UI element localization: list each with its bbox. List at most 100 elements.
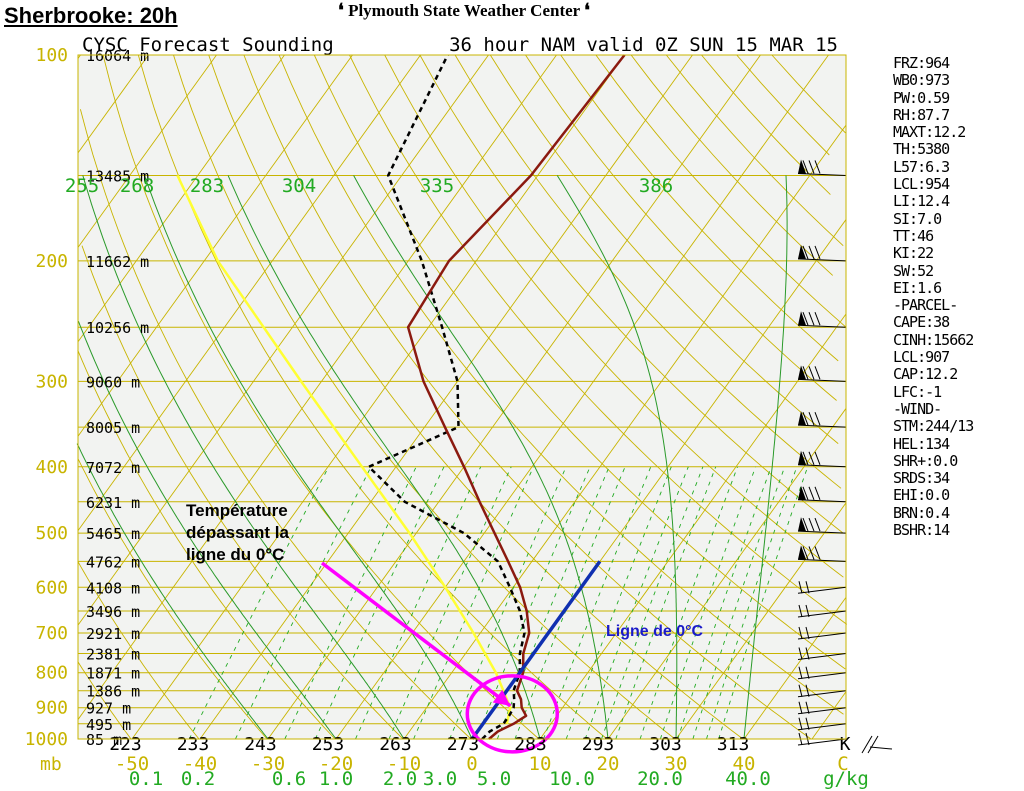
height-label: 2381 m	[86, 646, 140, 664]
dry-adiabat	[79, 109, 472, 740]
wind-barb-feather	[805, 626, 810, 640]
dry-adiabat	[595, 54, 847, 328]
moist-adiabat	[82, 175, 405, 740]
wind-barb-feather	[802, 486, 809, 500]
mixing-ratio-line	[314, 466, 445, 740]
theta-tick-label: 303	[649, 734, 682, 755]
pressure-tick-label: 800	[35, 663, 68, 684]
height-label: 7072 m	[86, 459, 140, 477]
wind-barb-flag	[798, 545, 806, 560]
dry-adiabat	[137, 54, 608, 740]
wind-barb-feather	[808, 245, 815, 260]
theta-e-label: 255	[65, 175, 99, 197]
surface-wind-barb	[869, 746, 893, 750]
wind-barb-feather	[814, 411, 821, 426]
theta-tick-label: 243	[244, 734, 277, 755]
index-value: PW:0.59	[893, 88, 950, 107]
isotherm-line	[131, 54, 625, 740]
dry-adiabat	[771, 54, 846, 134]
mixing-ratio-line	[584, 466, 689, 740]
height-label: 3496 m	[86, 603, 140, 621]
height-label: 10256 m	[86, 319, 149, 337]
surface-wind-feather	[861, 735, 873, 754]
index-value: SW:52	[893, 261, 934, 280]
wind-barb	[797, 378, 847, 382]
dry-adiabat	[77, 661, 132, 740]
theta-e-label: 335	[420, 175, 454, 197]
theta-tick-label: 293	[582, 734, 615, 755]
wind-barb	[797, 653, 847, 661]
isotherm-line	[77, 54, 149, 154]
index-value: SHR+:0.0	[893, 451, 958, 470]
chart-title: CYSC Forecast Sounding	[82, 34, 334, 56]
index-value: SRDS:34	[893, 469, 950, 488]
pressure-tick-label: 900	[35, 698, 68, 719]
temp-annotation-line: ligne du 0°C	[186, 545, 285, 564]
plot-border	[77, 54, 847, 740]
center-title: ❛ Plymouth State Weather Center ❛	[338, 0, 590, 21]
isotherm-line	[77, 54, 557, 720]
temperature-tick-label: -10	[387, 753, 421, 775]
wind-barb	[797, 464, 847, 468]
temperature-tick-label: 0	[466, 753, 477, 775]
wind-barb	[797, 530, 847, 534]
mixing-ratio-label: 2.0	[383, 768, 417, 790]
mixing-ratio-line	[718, 466, 809, 740]
wind-barb	[797, 172, 847, 176]
wind-barb-feather	[808, 546, 815, 560]
zero-isotherm-line	[470, 560, 602, 741]
wind-barb-feather	[798, 647, 803, 660]
dewpoint-trace	[367, 54, 526, 740]
pressure-tick-label: 400	[35, 457, 68, 478]
height-label: 2921 m	[86, 625, 140, 643]
height-label: 85 m	[86, 731, 122, 749]
dry-adiabat	[419, 54, 844, 534]
moist-adiabat	[743, 175, 788, 740]
mixing-ratio-line	[284, 466, 417, 740]
isotherm-line	[743, 597, 847, 740]
wind-barb-flag	[798, 485, 806, 500]
wind-barb	[797, 258, 847, 262]
dry-adiabat	[525, 54, 837, 401]
isotherm-line	[267, 54, 761, 740]
temp-annotation-line: Température	[186, 501, 288, 520]
height-label: 6231 m	[86, 494, 140, 512]
theta-tick-label: 233	[177, 734, 210, 755]
moist-adiabat	[556, 175, 678, 739]
index-value: EI:1.6	[893, 278, 942, 297]
pressure-tick-label: 700	[35, 623, 68, 644]
zero-line	[470, 560, 602, 741]
temperature-tick-label: 10	[529, 753, 552, 775]
dry-adiabat	[173, 54, 676, 740]
wind-barb	[797, 610, 847, 618]
height-label: 16064 m	[86, 47, 149, 65]
theta-e-label: 268	[120, 175, 154, 197]
wind-barb-flag	[798, 159, 806, 174]
wind-barb-feather	[798, 626, 803, 640]
index-value: RH:87.7	[893, 105, 950, 124]
dry-adiabat	[736, 54, 830, 156]
zero-line-annotation: Ligne de 0°C	[606, 623, 704, 640]
pressure-tick-label: 1000	[25, 729, 68, 750]
flag-right-icon: ❛	[584, 0, 590, 20]
wind-barb-feather	[808, 411, 815, 426]
isotherm-line	[675, 502, 847, 740]
index-value: SI:7.0	[893, 209, 942, 228]
index-value: BSHR:14	[893, 521, 950, 540]
isotherm-line	[77, 54, 489, 626]
mixing-ratio-label: 10.0	[549, 768, 595, 790]
wind-barb-feather	[802, 312, 809, 326]
wind-barb-feather	[814, 366, 821, 380]
temperature-tick-label: 40	[733, 753, 756, 775]
temperature-trace	[406, 54, 626, 740]
wind-barb-feather	[802, 451, 809, 465]
height-label: 8005 m	[86, 419, 140, 437]
temperature-annotation: Température dépassant la ligne du 0°C	[186, 500, 289, 566]
wind-barb	[797, 424, 847, 428]
wind-barb-feather	[802, 546, 809, 560]
wind-barb	[797, 586, 847, 594]
moist-adiabat	[353, 175, 609, 740]
parcel-path	[176, 174, 512, 725]
surface-wind-feather	[867, 735, 879, 754]
wind-barb-feather	[802, 366, 809, 380]
